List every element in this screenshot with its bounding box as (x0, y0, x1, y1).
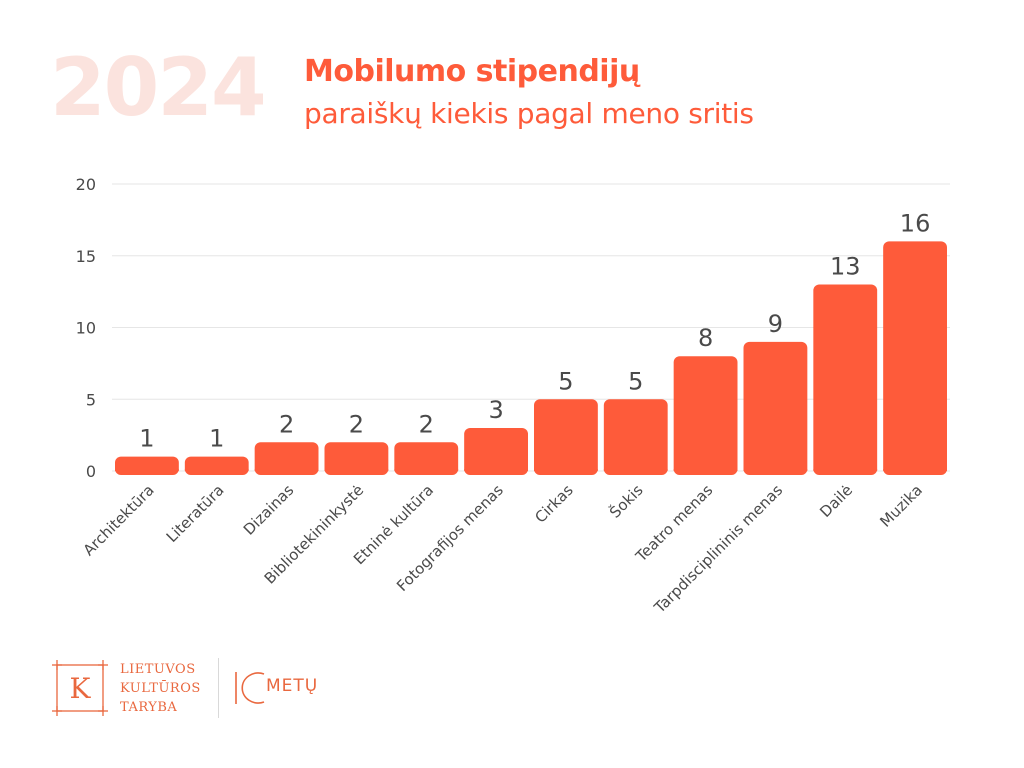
logo-line-3: TARYBA (120, 700, 178, 715)
bar (813, 284, 878, 475)
x-tick-label: Literatūra (163, 481, 228, 546)
x-tick-label: Tarpdisciplininis menas (650, 481, 786, 617)
y-tick-label: 5 (86, 390, 96, 409)
bar-base (184, 469, 249, 471)
bar-base (813, 469, 878, 471)
bar-base (743, 469, 808, 471)
bar-value-label: 1 (139, 425, 154, 453)
y-tick-label: 10 (76, 319, 96, 338)
x-tick-label: Dizainas (240, 481, 298, 539)
bar-value-label: 2 (349, 410, 364, 438)
x-tick-label: Cirkas (531, 481, 577, 527)
bar (673, 356, 738, 475)
logo-line-1: LIETUVOS (120, 662, 196, 677)
bar (184, 456, 249, 475)
bar (743, 341, 808, 475)
bar (394, 442, 459, 475)
logo-divider (218, 658, 219, 718)
x-tick-label: Dailė (816, 481, 856, 521)
logo-letter: K (70, 672, 92, 705)
bar-base (883, 469, 947, 471)
bar-value-label: 1 (209, 425, 224, 453)
bar (324, 442, 389, 475)
logo-line-2: KULTŪROS (120, 681, 201, 696)
bar-base (394, 469, 459, 471)
organization-logo: K LIETUVOS KULTŪROS TARYBA 10 METŲ (52, 656, 352, 720)
bar-value-label: 5 (558, 367, 573, 395)
bar-base (115, 469, 179, 471)
chart-subtitle: paraiškų kiekis pagal meno sritis (304, 97, 754, 130)
anniversary-word: METŲ (266, 676, 319, 696)
bar-base (534, 469, 598, 471)
bar (883, 241, 947, 475)
grid-lines (112, 183, 950, 472)
x-tick-label: Muzika (876, 481, 926, 531)
k-frame-icon: K (52, 660, 108, 716)
bar-base (464, 469, 528, 471)
bar-base (324, 469, 389, 471)
y-axis-ticks: 0 5 10 15 20 (76, 175, 96, 481)
bar-base (673, 469, 738, 471)
anniversary-mark: 10 (235, 672, 265, 704)
bar (115, 456, 179, 475)
organization-name: LIETUVOS KULTŪROS TARYBA (120, 660, 201, 717)
y-tick-label: 0 (86, 462, 96, 481)
bar (254, 442, 319, 475)
y-tick-label: 20 (76, 175, 96, 194)
bar-base (603, 469, 668, 471)
year-heading: 2024 (50, 41, 267, 134)
x-tick-label: Šokis (605, 480, 646, 521)
bar-value-label: 2 (419, 410, 434, 438)
bar-value-label: 13 (830, 252, 861, 280)
bar-value-label: 9 (768, 310, 783, 338)
x-axis-labels: Architektūra Literatūra DizainasBiblioteki… (80, 480, 926, 617)
anniversary-zero-arc (241, 672, 265, 704)
chart-title: Mobilumo stipendijų (304, 54, 640, 89)
bar-value-label: 16 (900, 209, 931, 237)
bar-value-label: 2 (279, 410, 294, 438)
y-tick-label: 15 (76, 247, 96, 266)
bar (464, 427, 528, 475)
bar-base (254, 469, 319, 471)
bar-value-label: 5 (628, 367, 643, 395)
bars (115, 241, 947, 475)
value-labels: 1 1 2 2 2 3 5 5 8 9 13 16 (139, 209, 930, 452)
bar (534, 399, 598, 475)
bar-value-label: 8 (698, 324, 713, 352)
bar (603, 399, 668, 475)
x-tick-label: Architektūra (80, 481, 158, 559)
bar-value-label: 3 (488, 396, 503, 424)
